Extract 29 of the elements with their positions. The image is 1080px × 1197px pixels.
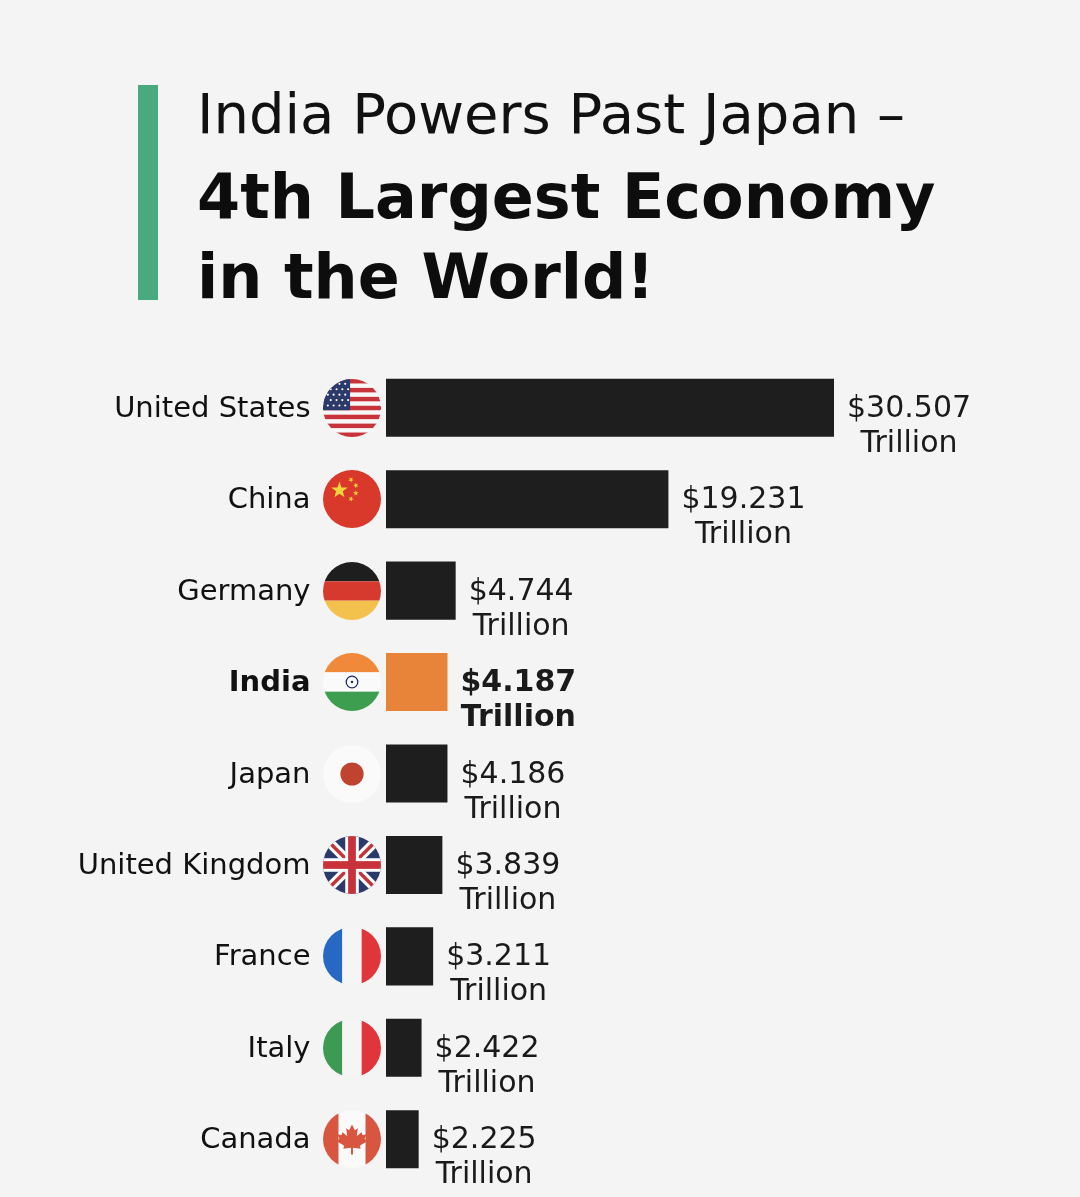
bar: [386, 470, 669, 529]
bar: [386, 927, 434, 986]
y-tick-label: United States: [114, 389, 311, 424]
bar: [386, 1110, 419, 1169]
bar: [386, 744, 448, 803]
y-tick-label: Canada: [200, 1121, 311, 1156]
bar: [386, 1018, 422, 1077]
data-label: $19.231 Trillion: [681, 480, 806, 551]
y-tick-label: Italy: [247, 1029, 311, 1064]
bar: [386, 378, 834, 437]
bar: [386, 653, 448, 712]
chart-subtitle: 4th Largest Economy in the World!: [197, 159, 937, 315]
data-label: $3.211 Trillion: [446, 937, 552, 1008]
data-label: $4.744 Trillion: [468, 571, 574, 642]
y-tick-label: Germany: [177, 572, 311, 607]
data-label: $3.839 Trillion: [455, 845, 561, 916]
y-tick-label: France: [214, 938, 311, 973]
y-tick-label: United Kingdom: [77, 846, 311, 881]
bar: [386, 561, 456, 620]
data-label: $2.225 Trillion: [431, 1120, 537, 1191]
bar: [386, 835, 443, 894]
data-label: $4.186 Trillion: [460, 754, 566, 825]
y-tick-label: Japan: [227, 755, 311, 790]
data-label: $4.187 Trillion: [460, 663, 577, 734]
chart-title: India Powers Past Japan –: [197, 80, 906, 148]
data-label: $2.422 Trillion: [434, 1028, 540, 1099]
y-tick-label: India: [228, 664, 311, 699]
data-label: $30.507 Trillion: [847, 388, 972, 459]
y-tick-label: China: [227, 481, 311, 516]
